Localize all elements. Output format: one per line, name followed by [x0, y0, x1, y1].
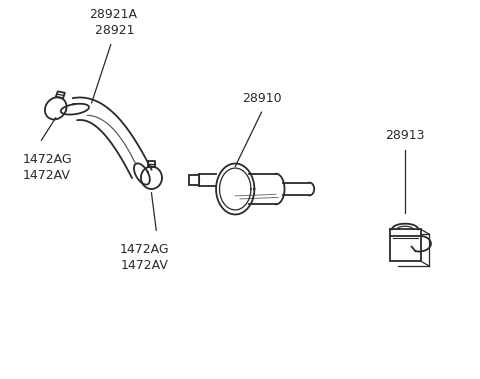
Text: 28913: 28913: [385, 129, 425, 142]
Text: 28910: 28910: [242, 92, 281, 105]
Text: 28921A
 28921: 28921A 28921: [89, 8, 137, 37]
Text: 1472AG
1472AV: 1472AG 1472AV: [22, 153, 72, 182]
Bar: [390, 229, 420, 261]
Text: 1472AG
1472AV: 1472AG 1472AV: [120, 243, 169, 273]
Bar: [189, 175, 199, 185]
